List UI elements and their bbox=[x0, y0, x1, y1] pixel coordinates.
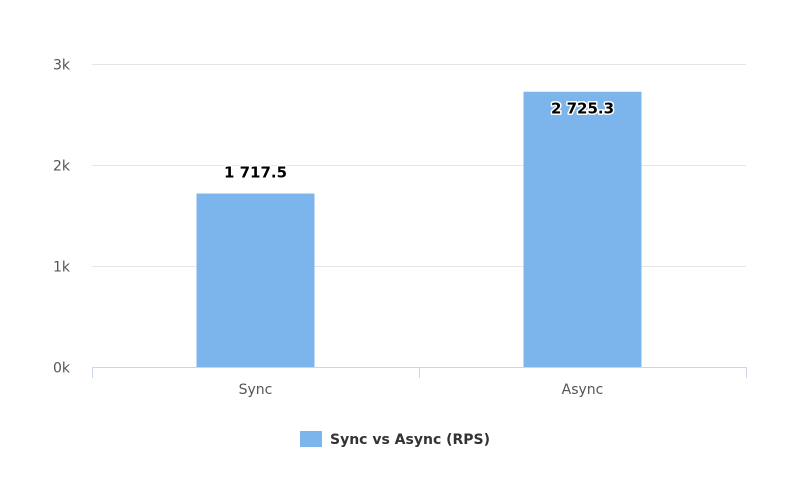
bar-sync[interactable] bbox=[196, 193, 315, 367]
y-tick-label: 1k bbox=[53, 260, 71, 276]
x-axis: Sync Async bbox=[92, 367, 747, 398]
x-category-label: Sync bbox=[239, 382, 273, 398]
data-label-async: 2 725.3 bbox=[551, 100, 614, 118]
bars bbox=[196, 91, 642, 368]
legend-label: Sync vs Async (RPS) bbox=[330, 432, 490, 448]
bar-async[interactable] bbox=[523, 91, 642, 368]
data-label-sync: 1 717.5 bbox=[224, 164, 287, 182]
y-tick-label: 2k bbox=[53, 159, 71, 175]
y-tick-label: 0k bbox=[53, 361, 71, 377]
grid-lines bbox=[92, 64, 746, 267]
legend-swatch bbox=[300, 431, 322, 447]
x-category-label: Async bbox=[562, 382, 604, 398]
legend[interactable]: Sync vs Async (RPS) bbox=[300, 431, 490, 448]
data-labels: 1 717.5 2 725.3 bbox=[222, 98, 615, 183]
y-tick-label: 3k bbox=[53, 58, 71, 74]
y-axis-tick-labels: 0k 1k 2k 3k bbox=[53, 58, 71, 377]
legend-item[interactable]: Sync vs Async (RPS) bbox=[300, 431, 490, 448]
